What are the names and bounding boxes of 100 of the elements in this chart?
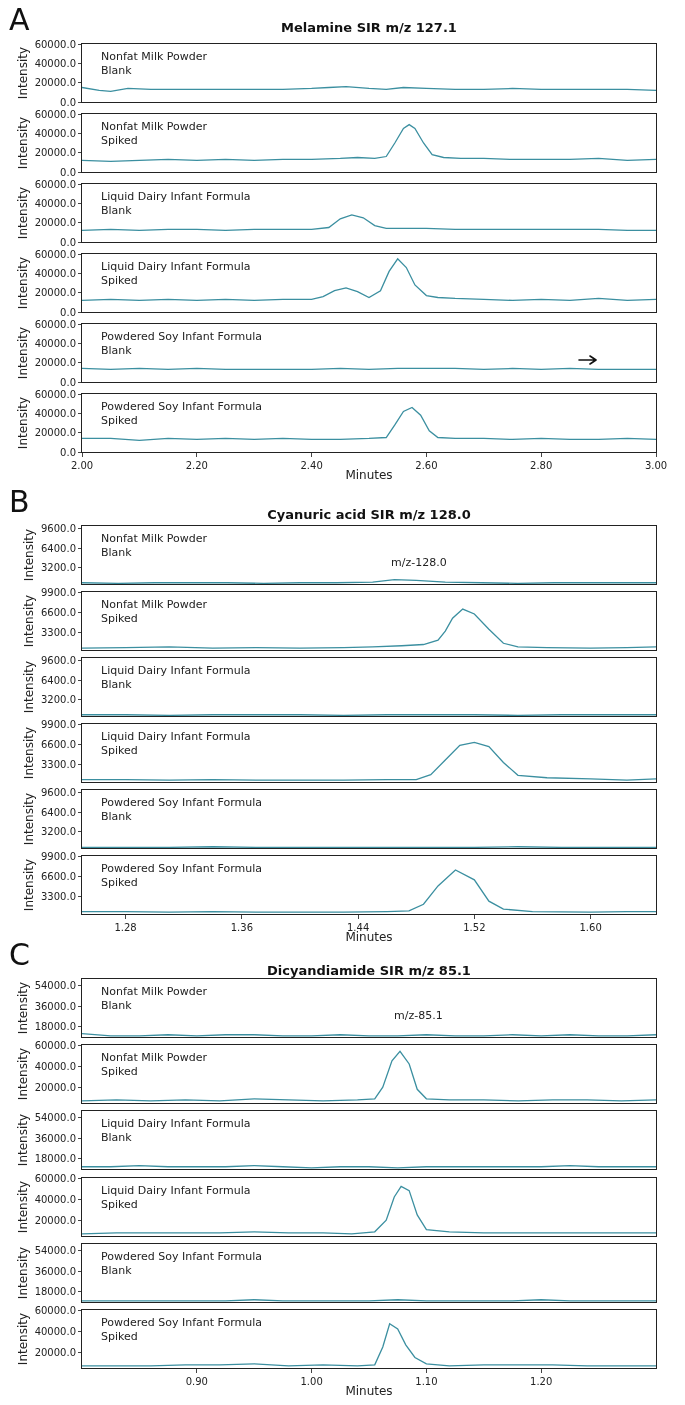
- y-tick-label: 0.0: [60, 376, 76, 388]
- line-series: [82, 1185, 656, 1235]
- y-tick-label: 3200.0: [41, 826, 76, 838]
- x-axis-title: Minutes: [345, 468, 393, 482]
- annotation: Liquid Dairy Infant Formula Spiked: [101, 730, 251, 758]
- line-series: [82, 214, 656, 232]
- line-series: [82, 123, 656, 163]
- x-tick-label: 3.00: [644, 460, 668, 471]
- y-tick-label: 0.0: [60, 446, 76, 458]
- y-tick-label: 40000.0: [34, 1193, 76, 1205]
- y-tick-label: 40000.0: [34, 1325, 76, 1337]
- y-axis-title: Intensity: [22, 726, 37, 780]
- y-tick-label: 20000.0: [34, 1081, 76, 1093]
- y-tick-label: 3300.0: [41, 758, 76, 770]
- y-axis-title: Intensity: [22, 594, 37, 648]
- x-tick-label: 2.20: [185, 460, 208, 471]
- y-tick-label: 6600.0: [41, 738, 76, 750]
- annotation: Nonfat Milk Powder Spiked: [101, 1051, 208, 1079]
- y-axis-title: Intensity: [22, 660, 37, 714]
- y-tick-label: 3300.0: [41, 626, 76, 638]
- y-tick-label: 60000.0: [34, 108, 76, 120]
- x-tick-label: 1.20: [530, 1376, 553, 1387]
- y-tick-label: 36000.0: [34, 1000, 76, 1012]
- y-tick-label: 20000.0: [34, 147, 76, 159]
- y-tick-label: 18000.0: [34, 1153, 76, 1165]
- line-series: [82, 1050, 656, 1102]
- y-tick-label: 60000.0: [34, 388, 76, 400]
- y-tick-label: 6600.0: [41, 870, 76, 882]
- y-tick-label: 9900.0: [41, 718, 76, 730]
- text: B: [9, 484, 30, 519]
- y-axis-title: Intensity: [15, 186, 30, 240]
- annotation: m/z-128.0: [391, 556, 447, 569]
- x-tick-label: 1.52: [463, 922, 486, 933]
- y-tick-label: 18000.0: [34, 1286, 76, 1298]
- y-tick-label: 18000.0: [34, 1021, 76, 1033]
- y-tick-label: 60000.0: [34, 318, 76, 330]
- annotation: Nonfat Milk Powder Blank: [101, 985, 208, 1013]
- text: C: [9, 937, 30, 972]
- annotation: Powdered Soy Infant Formula Spiked: [101, 400, 263, 428]
- y-tick-label: 9600.0: [41, 786, 76, 798]
- y-tick-label: 54000.0: [34, 1112, 76, 1124]
- x-tick-label: 1.60: [579, 922, 602, 933]
- x-tick-label: 1.00: [300, 1376, 323, 1387]
- y-tick-label: 20000.0: [34, 1214, 76, 1226]
- y-tick-label: 54000.0: [34, 1245, 76, 1257]
- annotation: Liquid Dairy Infant Formula Blank: [101, 664, 251, 692]
- line-series: [82, 258, 656, 302]
- y-tick-label: 0.0: [60, 306, 76, 318]
- x-tick-label: 2.80: [530, 460, 553, 471]
- y-tick-label: 6600.0: [41, 606, 76, 618]
- annotation: m/z-85.1: [394, 1009, 443, 1022]
- y-tick-label: 9900.0: [41, 850, 76, 862]
- y-axis-title: Intensity: [22, 858, 37, 912]
- y-tick-label: 3200.0: [41, 562, 76, 574]
- line-series: [82, 741, 656, 781]
- annotation: Powdered Soy Infant Formula Spiked: [101, 862, 263, 890]
- annotation: Liquid Dairy Infant Formula Blank: [101, 190, 251, 218]
- annotation: Nonfat Milk Powder Spiked: [101, 598, 208, 626]
- x-tick-label: 1.28: [114, 922, 137, 933]
- x-tick-label: 1.44: [346, 922, 370, 933]
- chart-title: Cyanuric acid SIR m/z 128.0: [267, 506, 471, 522]
- y-axis-title: Intensity: [22, 528, 37, 582]
- annotation: Nonfat Milk Powder Blank: [101, 50, 208, 78]
- y-tick-label: 6400.0: [41, 806, 76, 818]
- y-tick-label: 9600.0: [41, 654, 76, 666]
- annotation: Nonfat Milk Powder Spiked: [101, 120, 208, 148]
- annotation: Powdered Soy Infant Formula Blank: [101, 330, 263, 358]
- y-axis-title: Intensity: [15, 1246, 30, 1299]
- y-axis-title: Intensity: [15, 981, 30, 1035]
- y-tick-label: 3200.0: [41, 694, 76, 706]
- y-tick-label: 20000.0: [34, 1346, 76, 1358]
- x-tick-label: 2.60: [415, 460, 438, 471]
- y-axis-title: Intensity: [15, 46, 30, 100]
- y-axis-title: Intensity: [15, 326, 30, 380]
- text: A: [9, 2, 30, 37]
- annotation: Powdered Soy Infant Formula Spiked: [101, 1316, 263, 1344]
- y-tick-label: 20000.0: [34, 77, 76, 89]
- annotation: Powdered Soy Infant Formula Blank: [101, 1249, 263, 1278]
- y-axis-title: Intensity: [15, 116, 30, 170]
- x-tick-label: 1.36: [230, 922, 253, 933]
- y-tick-label: 40000.0: [34, 407, 76, 419]
- y-tick-label: 36000.0: [34, 1133, 76, 1145]
- y-tick-label: 20000.0: [34, 427, 76, 439]
- y-tick-label: 40000.0: [34, 267, 76, 279]
- y-tick-label: 20000.0: [34, 287, 76, 299]
- y-tick-label: 40000.0: [34, 197, 76, 209]
- y-tick-label: 40000.0: [34, 127, 76, 139]
- y-tick-label: 0.0: [60, 236, 76, 248]
- x-axis-title: Minutes: [345, 1384, 393, 1398]
- annotation: Powdered Soy Infant Formula Blank: [101, 796, 263, 824]
- y-axis-title: Intensity: [15, 1114, 30, 1167]
- y-tick-label: 60000.0: [34, 1304, 76, 1316]
- y-tick-label: 54000.0: [34, 980, 76, 992]
- y-axis-title: Intensity: [15, 256, 30, 310]
- chart-title: Melamine SIR m/z 127.1: [281, 19, 457, 35]
- y-tick-label: 9900.0: [41, 586, 76, 598]
- y-tick-label: 20000.0: [34, 357, 76, 369]
- y-tick-label: 9600.0: [41, 522, 76, 534]
- annotation: Liquid Dairy Infant Formula Blank: [101, 1117, 251, 1145]
- y-axis-title: Intensity: [15, 1312, 30, 1366]
